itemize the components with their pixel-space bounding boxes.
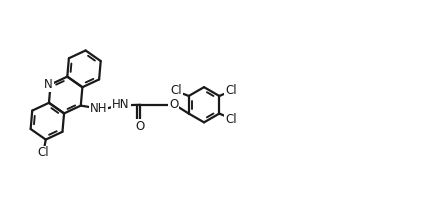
Text: Cl: Cl <box>225 84 237 97</box>
Text: N: N <box>44 78 53 91</box>
Text: HN: HN <box>112 98 130 111</box>
Text: Cl: Cl <box>38 146 49 160</box>
Text: Cl: Cl <box>170 84 182 97</box>
Text: O: O <box>136 120 145 133</box>
Text: NH: NH <box>90 103 107 115</box>
Text: Cl: Cl <box>225 113 237 126</box>
Text: O: O <box>169 98 178 111</box>
